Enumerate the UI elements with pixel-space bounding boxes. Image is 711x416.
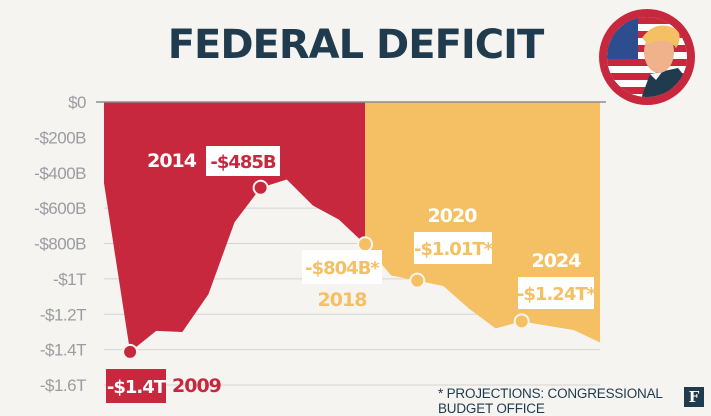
callout-marker-2024 [513,313,530,330]
callout-box-2009 [106,369,166,403]
callout-marker-2018 [357,236,374,253]
callout-amount-2018: -$804B* [305,258,380,279]
callout-amount-2014: -$485B [210,152,276,173]
callout-year-2024: 2024 [532,250,582,272]
y-tick-label: -$400B [34,164,86,183]
y-tick-label: -$200B [34,128,86,147]
y-tick-label: -$800B [34,235,86,254]
chart-title: FEDERAL DEFICIT [167,22,545,68]
callout-amount-2009: -$1.4T [107,377,167,398]
callout-year-2020: 2020 [428,205,478,227]
callout-box-2018 [302,250,382,284]
y-tick-label: -$600B [34,199,86,218]
y-tick-label: -$1T [53,270,86,289]
callout-box-2024 [518,277,594,309]
y-tick-label: -$1.2T [40,305,86,324]
callout-box-2014 [206,146,280,176]
y-tick-label: -$1.6T [40,376,86,395]
y-tick-label: $0 [68,93,86,112]
brand-logo: F [684,387,704,407]
callout-year-2018: 2018 [318,289,368,311]
callout-marker-2020 [409,272,426,289]
callout-box-2020 [414,232,492,264]
callout-marker-2009 [122,343,139,360]
callout-year-2009: 2009 [172,375,221,397]
callout-year-2014: 2014 [147,150,197,172]
callout-amount-2020: -$1.01T* [414,239,494,260]
callout-marker-2014 [252,179,269,196]
area-series-0 [104,102,366,352]
flag-portrait-icon [599,9,695,105]
y-tick-label: -$1.4T [40,341,86,360]
callout-amount-2024: -$1.24T* [517,284,597,305]
